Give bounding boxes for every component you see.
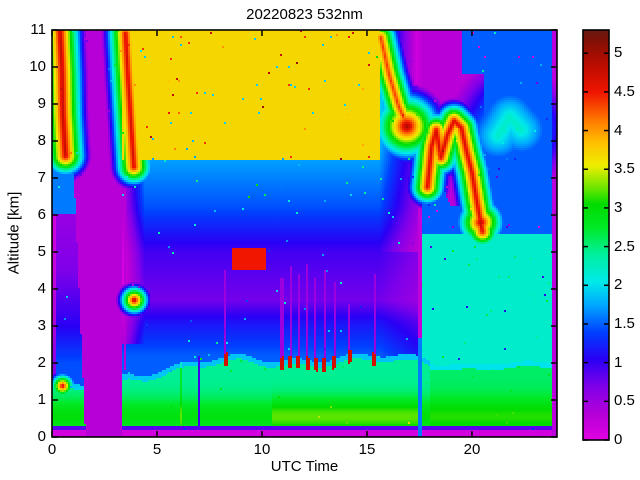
y-tick-label: 5 xyxy=(37,243,46,260)
y-tick-label: 10 xyxy=(29,58,46,75)
x-tick-label: 20 xyxy=(463,441,481,458)
y-tick-label: 4 xyxy=(37,280,46,297)
plot-title: 20220823 532nm xyxy=(246,6,363,23)
colorbar-tick-label: 3 xyxy=(614,198,623,216)
y-tick-label: 7 xyxy=(37,169,46,186)
colorbar-tick-label: 3.5 xyxy=(614,160,635,178)
y-tick-label: 6 xyxy=(37,206,46,223)
colorbar-tick-label: 4 xyxy=(614,121,623,139)
colorbar-tick-label: 0 xyxy=(614,431,623,448)
y-axis-label: Altitude [km] xyxy=(5,191,23,275)
colorbar-tick-label: 4.5 xyxy=(614,82,635,100)
y-tick-label: 0 xyxy=(37,428,46,445)
y-tick-label: 3 xyxy=(37,317,46,334)
x-tick-label: 10 xyxy=(253,441,271,458)
y-tick-label: 8 xyxy=(37,132,46,149)
colorbar-tick-label: 0.5 xyxy=(614,392,635,410)
colorbar-tick-label: 1 xyxy=(614,353,623,371)
y-tick-label: 9 xyxy=(37,95,46,112)
colorbar-tick-label: 1.5 xyxy=(614,314,635,332)
x-axis-label: UTC Time xyxy=(270,458,339,475)
x-tick-label: 15 xyxy=(358,441,376,458)
colorbar-tick-label: 2.5 xyxy=(614,237,635,255)
colorbar-tick-label: 2 xyxy=(614,276,623,294)
y-tick-label: 1 xyxy=(37,391,46,408)
y-tick-label: 11 xyxy=(30,21,46,38)
x-tick-label: 5 xyxy=(152,441,162,458)
colorbar-canvas xyxy=(583,30,609,440)
colorbar-tick-label: 5 xyxy=(614,44,623,62)
heatmap-canvas xyxy=(52,30,557,437)
x-tick-label: 0 xyxy=(47,441,57,458)
y-tick-label: 2 xyxy=(37,354,46,371)
